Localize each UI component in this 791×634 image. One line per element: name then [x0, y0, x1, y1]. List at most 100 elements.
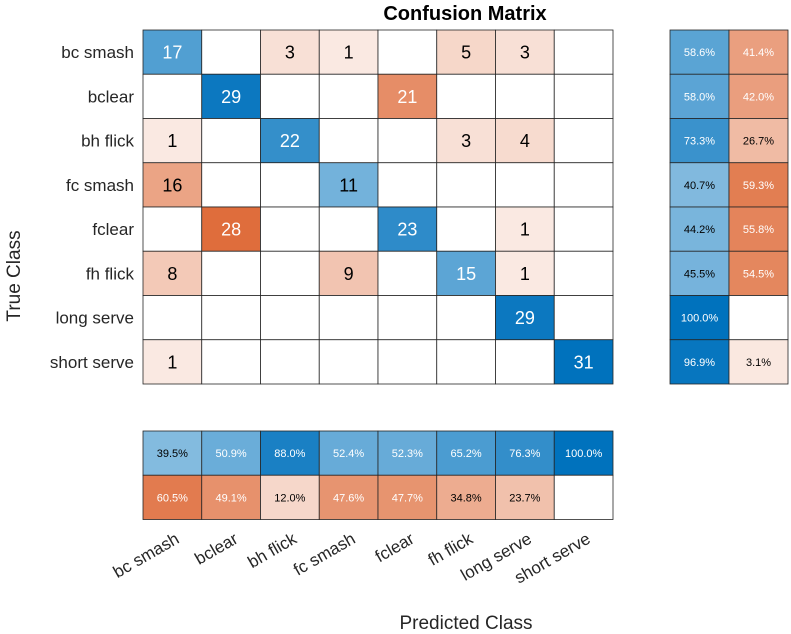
matrix-cell [553, 162, 614, 208]
row-label: fc smash [66, 176, 134, 195]
matrix-cell [318, 250, 379, 296]
matrix-cell [377, 29, 438, 75]
matrix-cell [260, 206, 320, 252]
column-summary-cell-correct [260, 430, 320, 476]
matrix-cell-value: 29 [221, 87, 241, 107]
column-summary-label-incorrect: 12.0% [274, 492, 305, 504]
row-label: fh flick [86, 264, 135, 283]
row-summary-label-incorrect: 54.5% [743, 268, 774, 280]
matrix-cell [318, 118, 379, 164]
column-label: fc smash [290, 529, 358, 579]
column-summary-cell-correct [377, 430, 438, 476]
matrix-cell [142, 250, 203, 296]
matrix-cell [318, 29, 379, 75]
matrix-cell [201, 250, 261, 296]
matrix-cell [553, 29, 614, 75]
column-summary-cell-incorrect [318, 474, 379, 520]
row-summary-label-correct: 58.0% [684, 91, 715, 103]
row-summary-cell-incorrect [728, 206, 789, 252]
row-summary-label-correct: 100.0% [681, 313, 719, 325]
matrix-cell [142, 29, 203, 75]
matrix-cell [377, 339, 438, 385]
matrix-cell [436, 118, 496, 164]
matrix-cell-value: 4 [520, 131, 530, 151]
row-summary-label-correct: 40.7% [684, 180, 715, 192]
matrix-cell [377, 295, 438, 341]
row-label: bc smash [61, 43, 134, 62]
matrix-cell [201, 339, 261, 385]
matrix-cell [318, 339, 379, 385]
matrix-cell-value: 5 [461, 43, 471, 63]
row-labels: bc smash bclear bh flick fc smash fclear fh f… [50, 43, 135, 372]
matrix-cell-value: 1 [520, 220, 530, 240]
column-summary-cell-incorrect [377, 474, 438, 520]
column-summary-label-correct: 52.3% [392, 448, 423, 460]
row-summary-label-correct: 44.2% [684, 224, 715, 236]
matrix-cell [436, 250, 496, 296]
matrix-cell-value: 15 [456, 264, 476, 284]
matrix-cell-value: 11 [339, 175, 358, 195]
column-summary-label-incorrect: 47.6% [333, 492, 364, 504]
matrix-cell-value: 29 [515, 308, 535, 328]
matrix-cell-value: 1 [167, 131, 177, 151]
matrix-cell-value: 3 [520, 43, 530, 63]
matrix-cell [436, 29, 496, 75]
x-axis-title: Predicted Class [399, 613, 532, 634]
row-label: short serve [50, 353, 134, 372]
matrix-cell [260, 339, 320, 385]
matrix-cell [495, 206, 555, 252]
matrix-cell-value: 21 [397, 87, 417, 107]
column-summary-cell-correct [495, 430, 555, 476]
matrix-cell [553, 118, 614, 164]
matrix-cell [201, 73, 261, 119]
matrix-cell [553, 295, 614, 341]
matrix-cell-value: 1 [344, 43, 354, 63]
column-summary-label-correct: 88.0% [274, 448, 305, 460]
column-summary-label-correct: 50.9% [216, 448, 247, 460]
row-summary-label-incorrect: 59.3% [743, 180, 774, 192]
matrix-cell-value: 3 [285, 43, 295, 63]
column-summary-label-incorrect: 34.8% [451, 492, 482, 504]
matrix-cell [260, 73, 320, 119]
row-summary-cell-correct [669, 118, 730, 164]
column-summary: 39.5% 60.5% 50.9% 49.1% 88.0% 12.0% 52.4% 47.6%… [142, 430, 614, 520]
matrix-cell [142, 162, 203, 208]
matrix-cell [436, 295, 496, 341]
matrix-cell [260, 162, 320, 208]
row-summary-cell-incorrect [728, 339, 789, 385]
matrix-cell-value: 23 [397, 220, 417, 240]
row-summary-label-correct: 45.5% [684, 268, 715, 280]
matrix-cell-value: 9 [344, 264, 354, 284]
matrix-cell-value: 17 [162, 43, 182, 63]
row-label: long serve [56, 309, 134, 328]
column-summary-cell-incorrect [142, 474, 203, 520]
row-summary-label-incorrect: 3.1% [746, 357, 771, 369]
column-summary-label-correct: 52.4% [333, 448, 364, 460]
column-summary-label-correct: 76.3% [509, 448, 540, 460]
matrix-cell [201, 295, 261, 341]
matrix-cell [436, 206, 496, 252]
matrix-cell [377, 118, 438, 164]
matrix-cell [495, 295, 555, 341]
row-summary-label-incorrect: 42.0% [743, 91, 774, 103]
row-summary-cell-incorrect [728, 73, 789, 119]
matrix-cell [260, 295, 320, 341]
matrix-cell [377, 250, 438, 296]
matrix-cell-value: 28 [221, 220, 241, 240]
row-summary-cell-correct [669, 295, 730, 341]
column-summary-label-incorrect: 47.7% [392, 492, 423, 504]
row-label: bclear [88, 87, 135, 106]
column-summary-cell-correct [142, 430, 203, 476]
column-summary-label-correct: 39.5% [157, 448, 188, 460]
matrix-cell [201, 162, 261, 208]
matrix-cell [495, 250, 555, 296]
matrix-cell [201, 118, 261, 164]
column-label: fclear [372, 529, 418, 566]
row-summary: 58.6% 41.4% 58.0% 42.0% 73.3% 26.7% 40.7% 59.3%… [669, 29, 789, 385]
matrix-cell [553, 339, 614, 385]
matrix-cell [318, 295, 379, 341]
matrix-cell [201, 206, 261, 252]
matrix-cell [553, 206, 614, 252]
